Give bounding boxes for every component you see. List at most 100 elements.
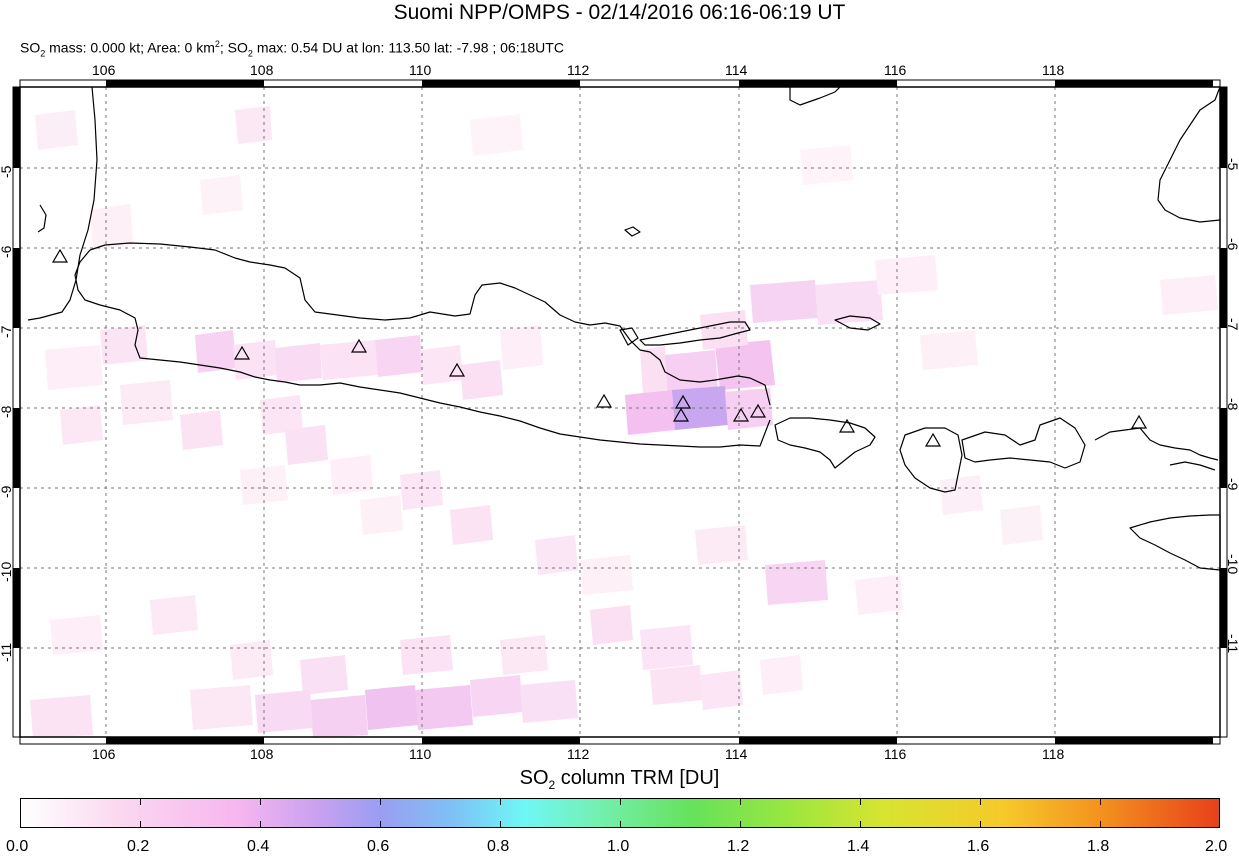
lon-label-bottom: 114 [725, 746, 748, 762]
java-west-end [74, 249, 771, 448]
volcano-marker [350, 338, 368, 353]
kangean [834, 315, 881, 331]
bottom-scale-bar [106, 737, 1213, 744]
sumatra-coast [27, 86, 98, 321]
colorbar-tick [500, 799, 501, 805]
colorbar-tick [620, 821, 621, 827]
madura-strait [619, 327, 639, 346]
sumbawa-east [1094, 427, 1219, 461]
volcano-marker [749, 403, 767, 418]
lon-label-top: 110 [409, 62, 432, 78]
top-scale-bar [106, 80, 1213, 87]
lon-label-bottom: 112 [567, 746, 590, 762]
right-scale-bar [1220, 87, 1227, 648]
colorbar-tick [500, 821, 501, 827]
lon-label-top: 116 [884, 62, 907, 78]
colorbar-tick [1100, 799, 1101, 805]
lon-label-bottom: 108 [250, 746, 274, 762]
colorbar-tick [380, 821, 381, 827]
colorbar-tick [140, 799, 141, 805]
colorbar-tick [860, 821, 861, 827]
colorbar-tick [260, 821, 261, 827]
colorbar-tick [980, 821, 981, 827]
colorbar-label: 2.0 [1205, 838, 1228, 855]
bottom-scale-outline [19, 736, 1221, 745]
colorbar [20, 798, 1220, 828]
lat-label-right: -5 [1225, 158, 1239, 171]
map-panel [12, 79, 1228, 745]
lat-label-left: -5 [0, 165, 14, 178]
lon-label-bottom: 106 [92, 746, 116, 762]
left-scale-bar [13, 87, 20, 648]
coastlines [27, 86, 1221, 571]
volcano-marker [672, 407, 690, 422]
colorbar-title: SO2 column TRM [DU] [519, 767, 720, 792]
colorbar-label: 1.6 [967, 838, 990, 855]
lat-label-right: -9 [1225, 478, 1239, 491]
left-scale-outline [12, 86, 21, 738]
colorbar-tick [140, 821, 141, 827]
volcano-marker [233, 345, 251, 360]
colorbar-label: 1.2 [727, 838, 750, 855]
lombok [899, 427, 963, 493]
north-coast-island-1 [789, 86, 841, 106]
lat-label-left: -9 [0, 485, 14, 498]
colorbar-label: 0.0 [6, 838, 29, 855]
volcano-marker [674, 394, 692, 409]
lon-label-top: 118 [1042, 62, 1065, 78]
sumatra-tip [37, 204, 47, 233]
right-scale-outline [1219, 86, 1228, 738]
lat-label-right: -8 [1225, 398, 1239, 411]
colorbar-tick [260, 799, 261, 805]
volcano-marker [838, 418, 856, 433]
volcano-marker [924, 432, 942, 447]
sumbawa [961, 417, 1086, 469]
java-north-coast [89, 242, 771, 406]
lat-label-right: -6 [1225, 238, 1239, 251]
bali [774, 417, 876, 469]
madura [639, 321, 751, 346]
lon-label-bottom: 110 [409, 746, 432, 762]
colorbar-label: 0.2 [127, 838, 150, 855]
colorbar-label: 1.0 [607, 838, 630, 855]
volcano-marker [732, 407, 750, 422]
colorbar-tick [620, 799, 621, 805]
lon-label-top: 106 [92, 62, 116, 78]
so2-pixels [30, 106, 1218, 738]
colorbar-label: 0.8 [487, 838, 510, 855]
lat-label-right: -11 [1225, 634, 1239, 654]
lat-label-right: -10 [1225, 554, 1239, 575]
map-title: Suomi NPP/OMPS - 02/14/2016 06:16-06:19 … [393, 1, 846, 24]
borneo-coast [1157, 86, 1221, 223]
lon-label-top: 108 [250, 62, 274, 78]
lat-label-left: -6 [0, 245, 14, 258]
lat-label-left: -8 [0, 405, 14, 418]
map-subtitle: SO2 mass: 0.000 kt; Area: 0 km2; SO2 max… [20, 39, 564, 59]
colorbar-tick [1100, 821, 1101, 827]
lon-label-top: 112 [567, 62, 590, 78]
bawean [624, 226, 641, 237]
volcano-marker [595, 393, 613, 408]
colorbar-tick [740, 821, 741, 827]
colorbar-label: 0.4 [247, 838, 270, 855]
colorbar-tick [980, 799, 981, 805]
volcano-marker [448, 362, 466, 377]
top-scale-outline [19, 79, 1221, 88]
lat-label-left: -11 [0, 642, 14, 662]
volcano-marker [51, 248, 69, 263]
colorbar-label: 0.6 [367, 838, 390, 855]
lat-label-left: -10 [0, 561, 14, 582]
colorbar-tick [380, 799, 381, 805]
sumba [1129, 514, 1221, 571]
lon-label-bottom: 118 [1042, 746, 1065, 762]
volcano-marker [1130, 414, 1148, 429]
colorbar-tick [860, 799, 861, 805]
lat-label-right: -7 [1225, 318, 1239, 331]
flores-fragment [1169, 461, 1216, 471]
lon-label-top: 114 [725, 62, 748, 78]
volcano-markers [51, 248, 1148, 447]
lon-label-bottom: 116 [884, 746, 907, 762]
lat-label-left: -7 [0, 325, 14, 338]
colorbar-label: 1.4 [847, 838, 870, 855]
colorbar-label: 1.8 [1087, 838, 1110, 855]
